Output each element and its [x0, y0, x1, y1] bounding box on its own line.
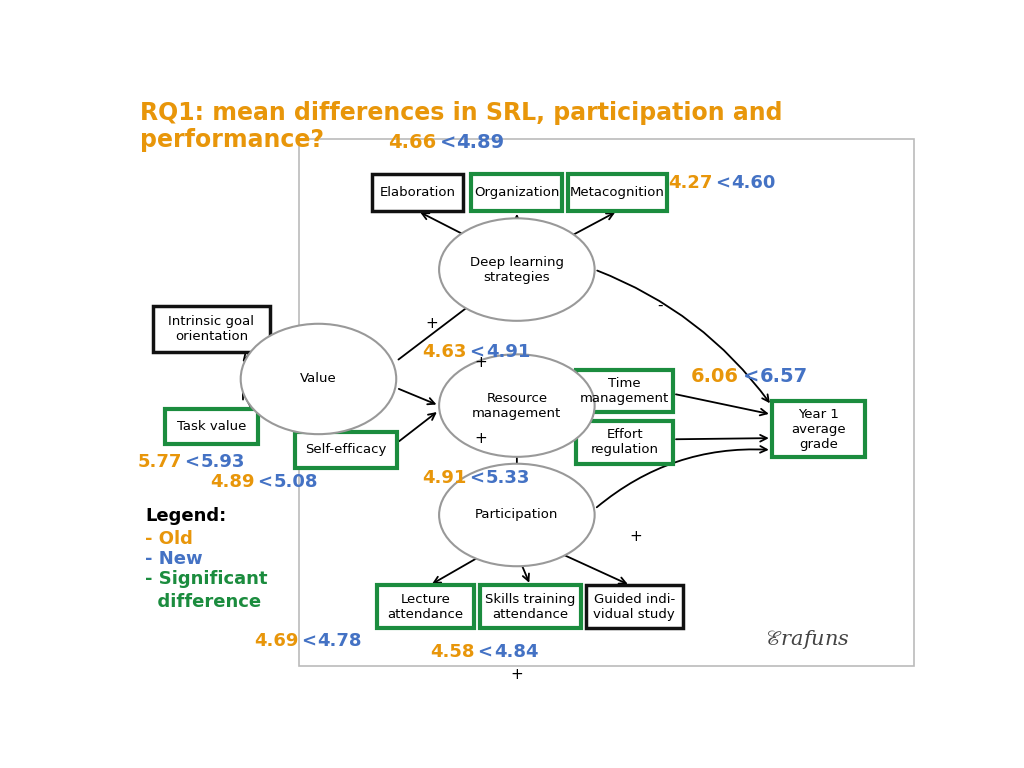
Text: Self-efficacy: Self-efficacy	[305, 443, 387, 456]
Text: RQ1: mean differences in SRL, participation and: RQ1: mean differences in SRL, participat…	[140, 101, 782, 125]
Text: - New: - New	[145, 550, 203, 568]
Text: +: +	[511, 667, 523, 682]
Text: $\mathscr{E}$rafuns: $\mathscr{E}$rafuns	[765, 627, 850, 650]
Text: 5.77: 5.77	[137, 453, 182, 471]
Text: Deep learning
strategies: Deep learning strategies	[470, 256, 564, 283]
Text: 6.57: 6.57	[760, 366, 808, 386]
Text: Elaboration: Elaboration	[380, 186, 456, 199]
FancyBboxPatch shape	[372, 174, 463, 211]
Text: Lecture
attendance: Lecture attendance	[387, 593, 464, 621]
Text: Legend:: Legend:	[145, 508, 226, 525]
Text: Intrinsic goal
orientation: Intrinsic goal orientation	[168, 315, 254, 343]
Text: <: <	[716, 174, 737, 192]
Text: <: <	[302, 632, 324, 650]
Text: performance?: performance?	[140, 127, 324, 151]
FancyBboxPatch shape	[577, 421, 673, 464]
Text: Skills training
attendance: Skills training attendance	[485, 593, 575, 621]
Text: <: <	[439, 133, 463, 152]
FancyBboxPatch shape	[479, 585, 582, 628]
Text: 4.69: 4.69	[254, 632, 299, 650]
Text: Guided indi-
vidual study: Guided indi- vidual study	[594, 593, 675, 621]
FancyBboxPatch shape	[577, 369, 673, 412]
Text: 4.63: 4.63	[423, 343, 467, 362]
Text: Year 1
average
grade: Year 1 average grade	[792, 408, 846, 451]
Text: 6.06: 6.06	[691, 366, 739, 386]
Text: <: <	[470, 468, 492, 487]
Text: 4.66: 4.66	[388, 133, 436, 152]
Text: Participation: Participation	[475, 508, 558, 521]
Text: 4.58: 4.58	[430, 643, 475, 661]
Text: Resource
management: Resource management	[472, 392, 561, 419]
FancyBboxPatch shape	[377, 585, 474, 628]
Ellipse shape	[439, 218, 595, 321]
Text: Organization: Organization	[474, 186, 559, 199]
Text: +: +	[475, 431, 487, 445]
Text: 4.89: 4.89	[457, 133, 505, 152]
Text: +: +	[475, 355, 487, 370]
FancyBboxPatch shape	[568, 174, 668, 211]
Text: <: <	[470, 343, 492, 362]
FancyBboxPatch shape	[296, 432, 397, 468]
Text: <: <	[742, 366, 766, 386]
Text: <: <	[185, 453, 207, 471]
FancyBboxPatch shape	[165, 409, 258, 444]
Text: 4.84: 4.84	[494, 643, 539, 661]
Text: Time
management: Time management	[581, 377, 670, 405]
Text: 4.91: 4.91	[485, 343, 530, 362]
Ellipse shape	[439, 354, 595, 457]
Text: 4.60: 4.60	[731, 174, 775, 192]
Text: <: <	[258, 473, 280, 492]
Text: Task value: Task value	[177, 420, 246, 433]
Text: Value: Value	[300, 372, 337, 386]
Text: 4.89: 4.89	[211, 473, 255, 492]
Text: 4.78: 4.78	[317, 632, 362, 650]
Ellipse shape	[439, 464, 595, 566]
FancyBboxPatch shape	[772, 401, 865, 457]
Text: 4.91: 4.91	[423, 468, 467, 487]
FancyBboxPatch shape	[153, 306, 270, 352]
Text: -: -	[657, 297, 663, 313]
Text: +: +	[630, 529, 642, 545]
Text: - Significant
  difference: - Significant difference	[145, 570, 268, 611]
Text: Effort
regulation: Effort regulation	[591, 429, 658, 456]
Ellipse shape	[241, 324, 396, 434]
Text: 4.27: 4.27	[668, 174, 712, 192]
FancyBboxPatch shape	[471, 174, 562, 211]
Text: Metacognition: Metacognition	[570, 186, 666, 199]
Text: +: +	[426, 316, 438, 332]
Text: 5.08: 5.08	[273, 473, 318, 492]
Text: - Old: - Old	[145, 530, 194, 548]
FancyBboxPatch shape	[586, 585, 683, 628]
Text: 5.93: 5.93	[201, 453, 246, 471]
Text: <: <	[478, 643, 500, 661]
Text: 5.33: 5.33	[485, 468, 530, 487]
